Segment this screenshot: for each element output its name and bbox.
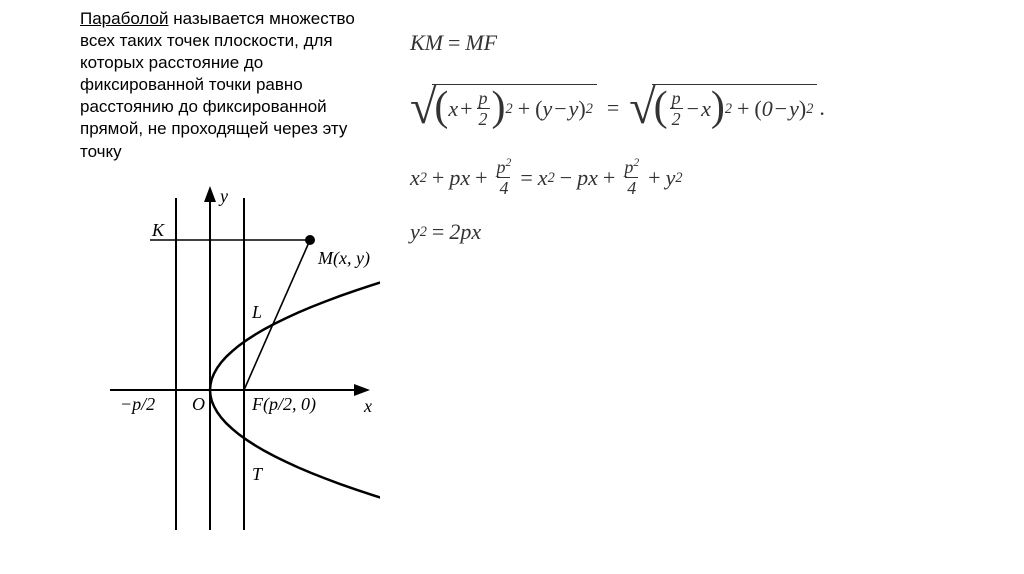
label-T: T: [252, 464, 264, 484]
frac-den2: 2: [670, 108, 683, 128]
var-x: x: [448, 96, 458, 122]
definition-text: называется множество всех таких точек пл…: [80, 9, 355, 161]
plus2-icon: +: [518, 96, 530, 122]
eq4-equals: =: [432, 219, 444, 245]
equation-canonical: y2 = 2px: [410, 219, 970, 245]
label-minus-p2: −p/2: [120, 394, 155, 414]
plus4-icon: +: [432, 165, 444, 191]
p2num2: p2: [622, 158, 641, 177]
var-y2: y: [569, 96, 579, 122]
plus7-icon: +: [648, 165, 660, 191]
label-L: L: [251, 302, 262, 322]
period: .: [819, 95, 825, 121]
eq4-rhs: 2px: [449, 219, 481, 245]
sqrt-left: √ ( x + p 2 ) 2 + ( y − y )2: [410, 84, 597, 132]
rparen-icon: ): [492, 86, 506, 128]
minus-icon: −: [554, 96, 566, 122]
frac-p-2: p 2: [477, 89, 490, 128]
px2: px: [577, 165, 598, 191]
term-parabola: Параболой: [80, 9, 168, 28]
eq1-equals: =: [448, 30, 460, 56]
y-sq: y: [666, 165, 676, 191]
zero: 0: [762, 96, 773, 122]
frac-den: 2: [477, 108, 490, 128]
var-y3: y: [789, 96, 799, 122]
px1: px: [449, 165, 470, 191]
lparen2-icon: (: [654, 86, 668, 128]
label-F: F(p/2, 0): [251, 394, 316, 415]
equation-block: КМ = MF √ ( x + p 2 ) 2 + (: [410, 12, 970, 263]
eq1-rhs: MF: [465, 30, 497, 56]
plus5-icon: +: [475, 165, 487, 191]
x1: x: [410, 165, 420, 191]
label-origin: O: [192, 394, 205, 414]
sqrt-right: √ ( p 2 − x ) 2 + ( 0 − y )2: [629, 84, 817, 132]
point-M: [305, 235, 315, 245]
p2den: 4: [497, 177, 510, 197]
frac-p2-4a: p2 4: [495, 158, 514, 197]
x2: x: [538, 165, 548, 191]
equation-KM-MF: КМ = MF: [410, 30, 970, 56]
page-root: Параболой называется множество всех таки…: [0, 0, 1024, 574]
frac-num: p: [477, 89, 490, 108]
parabola-figure: y x O K M(x, y) L T F(p/2, 0) −p/2: [80, 180, 380, 550]
var-y1: y: [542, 96, 552, 122]
definition-paragraph: Параболой называется множество всех таки…: [80, 8, 380, 163]
plus6-icon: +: [603, 165, 615, 191]
rparen2-icon: ): [711, 86, 725, 128]
equation-expanded: x2 + px + p2 4 = x2 − px + p2 4 + y2: [410, 158, 970, 197]
label-x-axis: x: [363, 396, 372, 416]
plus3-icon: +: [737, 96, 749, 122]
sqrt-right-body: ( p 2 − x ) 2 + ( 0 − y )2: [652, 84, 818, 130]
sqrt-left-body: ( x + p 2 ) 2 + ( y − y )2: [432, 84, 597, 130]
equation-distance: √ ( x + p 2 ) 2 + ( y − y )2: [410, 84, 970, 132]
label-M: M(x, y): [317, 248, 370, 269]
x-axis-arrow: [354, 384, 370, 396]
lparen-icon: (: [434, 86, 448, 128]
var-x2: x: [701, 96, 711, 122]
minus3-icon: −: [775, 96, 787, 122]
minus4-icon: −: [560, 165, 572, 191]
eq1-lhs: КМ: [410, 30, 443, 56]
minus2-icon: −: [687, 96, 699, 122]
p2den2: 4: [625, 177, 638, 197]
label-y-axis: y: [218, 186, 228, 206]
parabola-svg: y x O K M(x, y) L T F(p/2, 0) −p/2: [80, 180, 380, 550]
plus-icon: +: [460, 96, 472, 122]
y-axis-arrow: [204, 186, 216, 202]
eq4-y: y: [410, 219, 420, 245]
eq3-equals: =: [520, 165, 532, 191]
frac-p2-4b: p2 4: [622, 158, 641, 197]
eq2-equals: =: [607, 95, 619, 121]
frac-num2: p: [670, 89, 683, 108]
p2num: p2: [495, 158, 514, 177]
label-K: K: [151, 220, 165, 240]
frac-p-2b: p 2: [670, 89, 683, 128]
